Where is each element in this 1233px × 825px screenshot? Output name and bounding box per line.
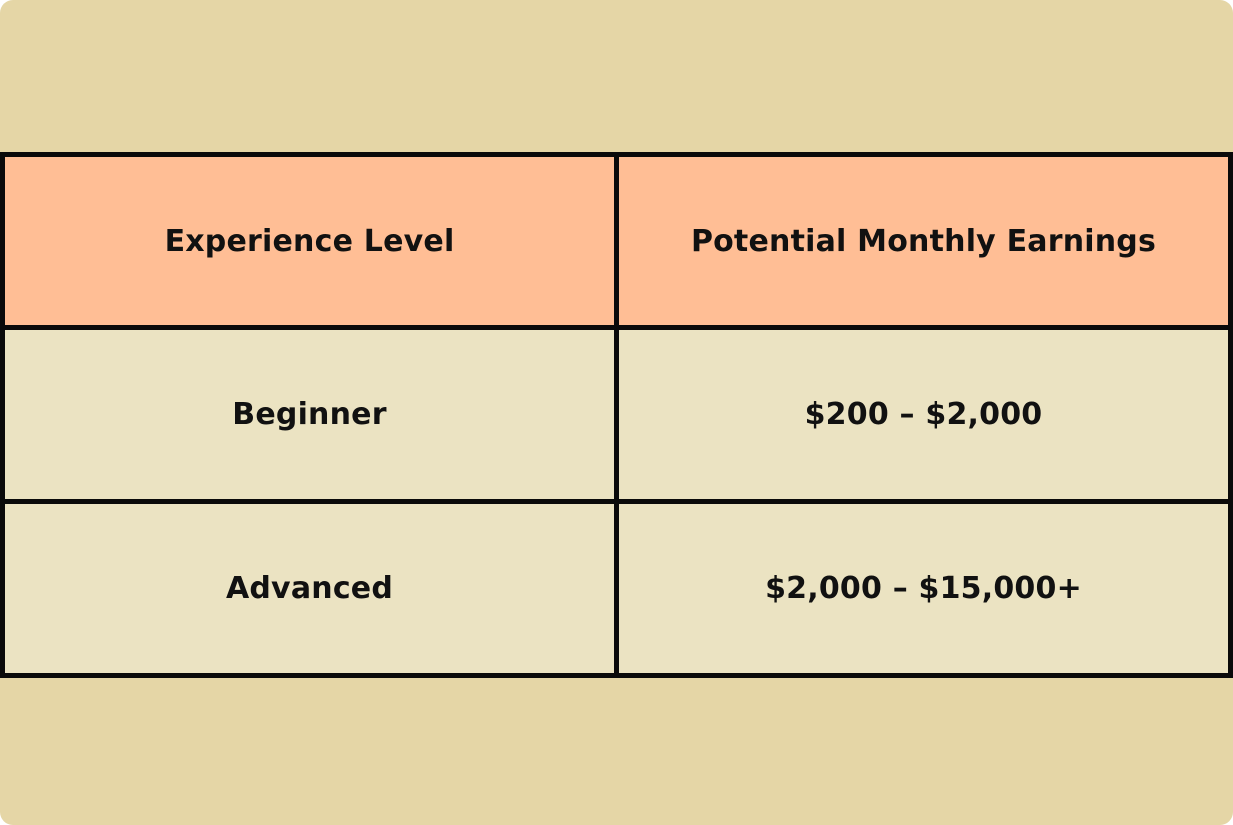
cell-level-advanced: Advanced [0,499,619,678]
cell-level-beginner: Beginner [0,325,619,504]
table-header-row: Experience Level Potential Monthly Earni… [0,152,1233,330]
table-row: Advanced $2,000 – $15,000+ [0,499,1233,678]
cell-earnings-advanced: $2,000 – $15,000+ [614,499,1233,678]
cell-earnings-beginner: $200 – $2,000 [614,325,1233,504]
table-row: Beginner $200 – $2,000 [0,325,1233,504]
earnings-table: Experience Level Potential Monthly Earni… [0,152,1233,678]
header-cell-experience-level: Experience Level [0,152,619,330]
header-cell-potential-monthly-earnings: Potential Monthly Earnings [614,152,1233,330]
